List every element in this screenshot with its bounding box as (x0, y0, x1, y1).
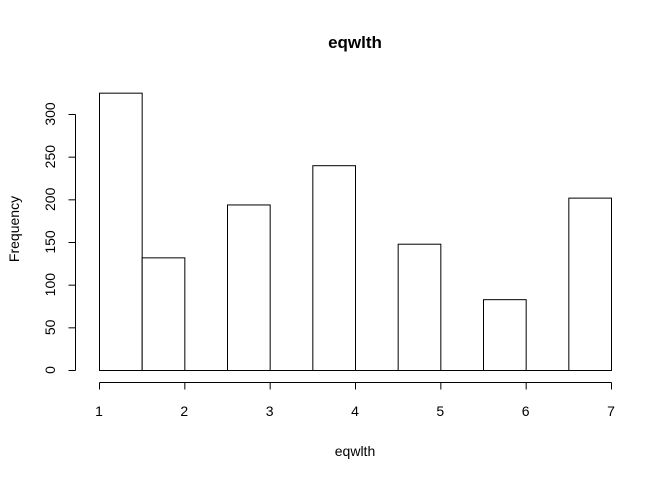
y-tick-label-50: 50 (42, 319, 58, 335)
x-tick-label-5: 5 (436, 403, 444, 419)
y-tick-label-150: 150 (42, 230, 58, 254)
y-axis: 0 50 100 150 200 250 300 (42, 102, 76, 374)
y-tick-label-0: 0 (42, 366, 58, 374)
x-axis-label: eqwlth (335, 443, 375, 459)
y-tick-label-100: 100 (42, 273, 58, 297)
histogram-bar-2 (141, 257, 186, 371)
histogram-bar-10 (483, 299, 527, 372)
histogram-bar-8 (397, 243, 442, 371)
x-axis: 1 2 3 4 5 6 7 (95, 382, 615, 419)
histogram-bar-1 (99, 92, 143, 372)
chart-title: eqwlth (328, 33, 382, 52)
x-tick-label-1: 1 (95, 403, 103, 419)
y-tick-label-250: 250 (42, 145, 58, 169)
y-tick-label-300: 300 (42, 102, 58, 126)
histogram-bar-12 (568, 197, 612, 371)
y-tick-label-200: 200 (42, 187, 58, 211)
histogram-bar-6 (312, 165, 357, 371)
histogram-bars (99, 92, 612, 372)
histogram-bar-4 (227, 204, 271, 371)
y-axis-label: Frequency (6, 196, 22, 262)
x-tick-label-7: 7 (607, 403, 615, 419)
x-tick-label-2: 2 (180, 403, 188, 419)
x-tick-label-4: 4 (351, 403, 359, 419)
x-tick-label-3: 3 (266, 403, 274, 419)
x-tick-label-6: 6 (522, 403, 530, 419)
